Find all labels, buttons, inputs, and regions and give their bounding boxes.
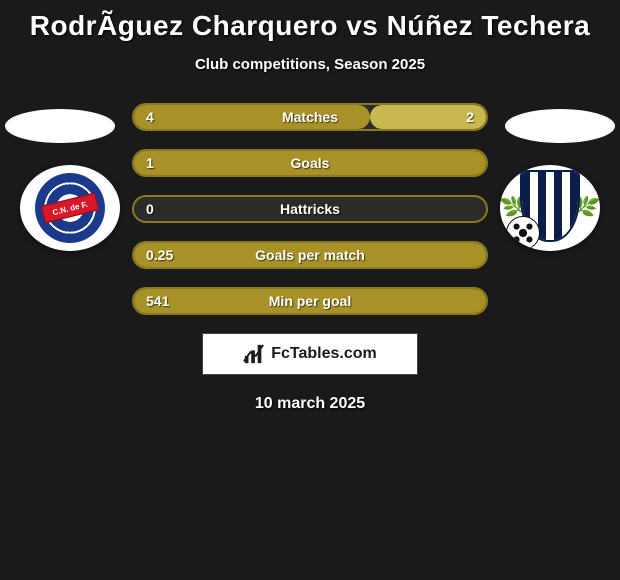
left-club-badge: C.N. de F.: [20, 165, 120, 251]
source-logo-text: FcTables.com: [271, 345, 377, 363]
stat-bar: 42Matches: [132, 103, 488, 131]
stat-bar: 0Hattricks: [132, 195, 488, 223]
subtitle: Club competitions, Season 2025: [0, 56, 620, 73]
source-logo-plate: FcTables.com: [202, 333, 418, 375]
stat-label: Min per goal: [134, 289, 486, 313]
stat-label: Hattricks: [134, 197, 486, 221]
right-ellipse-placeholder: [505, 109, 615, 143]
left-ellipse-placeholder: [5, 109, 115, 143]
page-title: RodrÃ­guez Charquero vs Núñez Techera: [0, 0, 620, 42]
comparison-card: RodrÃ­guez Charquero vs Núñez Techera Cl…: [0, 0, 620, 413]
stat-label: Matches: [134, 105, 486, 129]
left-club-crest: C.N. de F.: [35, 173, 105, 243]
stat-bars: 42Matches 1Goals 0Hattricks 0.25Goals per m…: [132, 103, 488, 315]
right-club-crest: 🌿 🌿: [510, 168, 590, 248]
stat-label: Goals per match: [134, 243, 486, 267]
stat-label: Goals: [134, 151, 486, 175]
date-text: 10 march 2025: [0, 395, 620, 413]
stat-bar: 0.25Goals per match: [132, 241, 488, 269]
stat-bar: 1Goals: [132, 149, 488, 177]
content-area: C.N. de F. 🌿 🌿 42Matches 1Goals 0Hattricks…: [0, 103, 620, 413]
bar-chart-icon: [243, 343, 265, 365]
right-club-badge: 🌿 🌿: [500, 165, 600, 251]
soccer-ball-icon: [506, 216, 540, 250]
stat-bar: 541Min per goal: [132, 287, 488, 315]
left-club-ribbon: C.N. de F.: [41, 192, 100, 223]
